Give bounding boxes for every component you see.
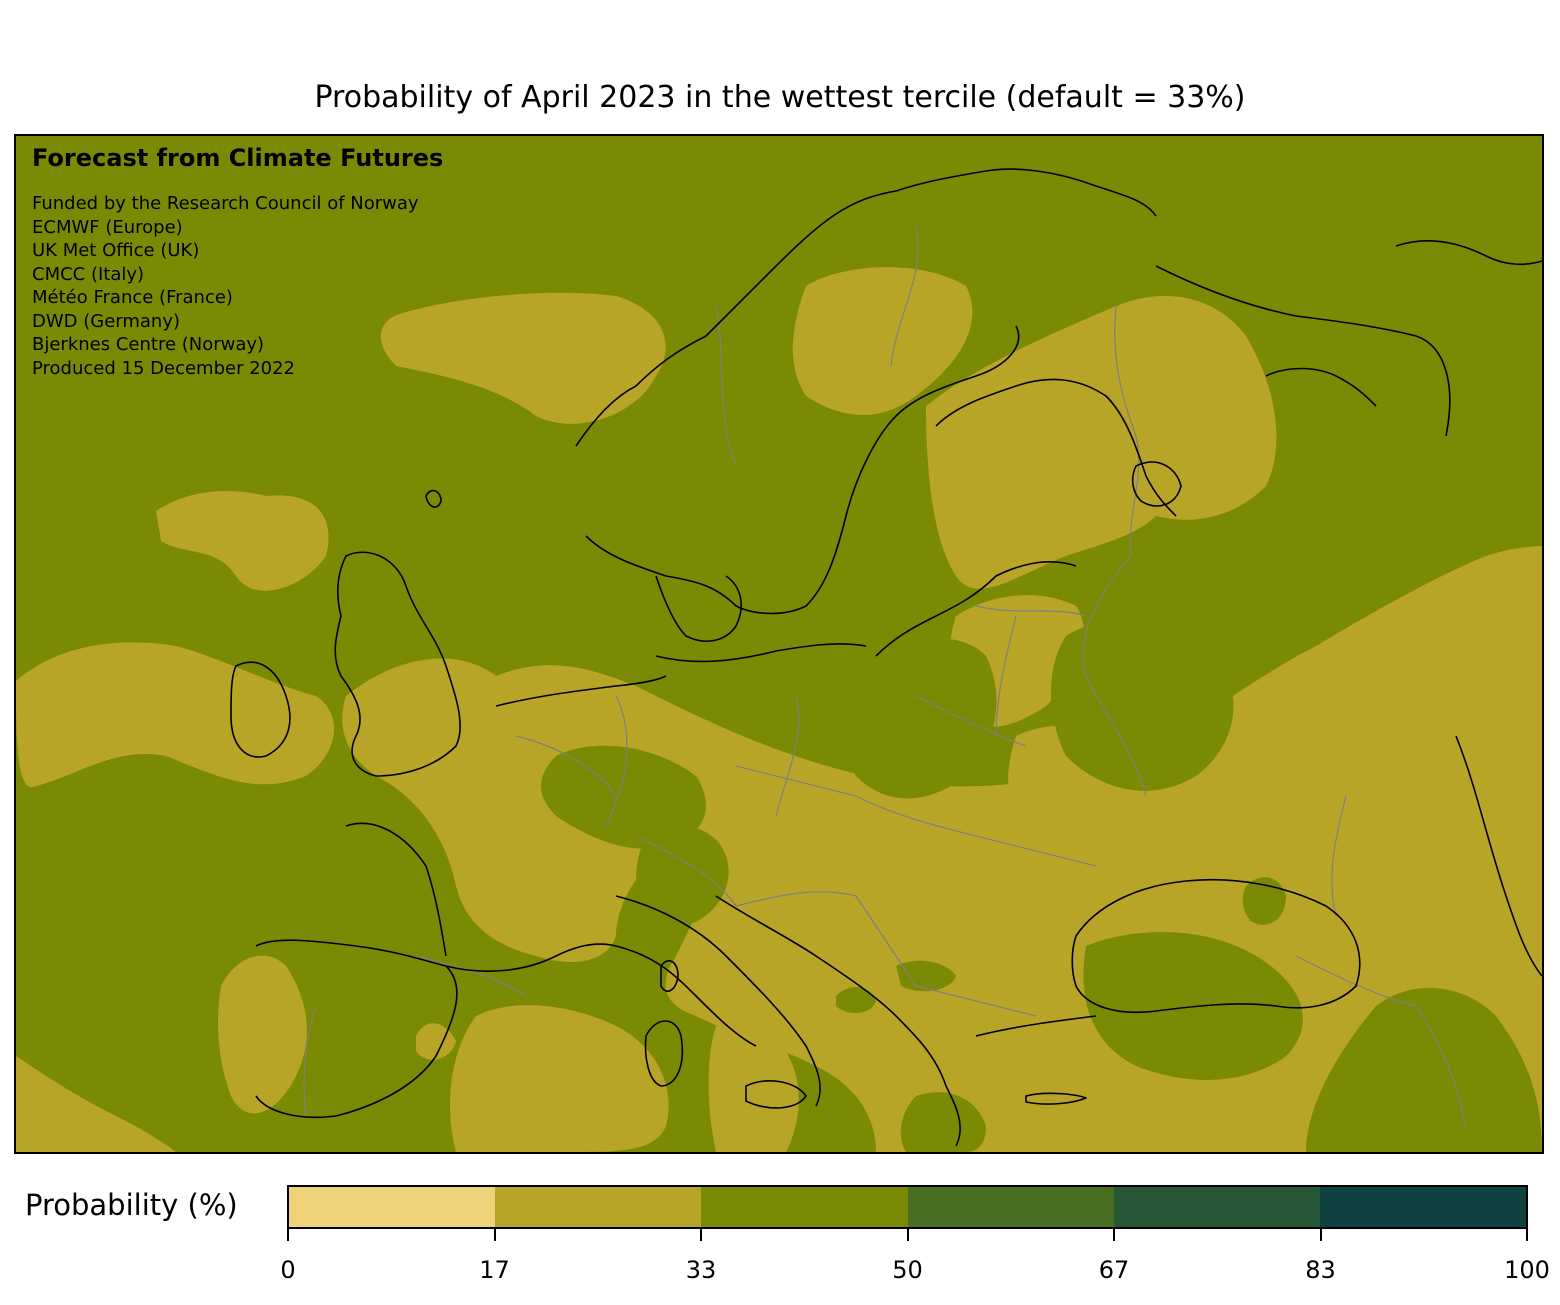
coast-north-sea: [495, 675, 667, 707]
patch-crimea: [1242, 877, 1286, 925]
colorbar-tick: [287, 1229, 289, 1241]
colorbar-bin: [1113, 1187, 1320, 1227]
credit-line: UK Met Office (UK): [32, 240, 200, 261]
patch-iberia-west: [218, 955, 307, 1114]
coast-turkey: [975, 1015, 1097, 1037]
patch-sicily: [416, 1023, 456, 1060]
colorbar-tick: [1526, 1229, 1528, 1241]
patch-west-atlantic: [16, 642, 335, 788]
coast-corsica: [660, 960, 679, 992]
colorbar-tick-label: 33: [685, 1256, 717, 1284]
colorbar-bin: [289, 1187, 496, 1227]
coast-denmark: [655, 575, 742, 642]
credit-line: DWD (Germany): [32, 310, 181, 332]
coast-ladoga: [1131, 461, 1182, 507]
credit-line: ECMWF (Europe): [32, 216, 183, 238]
colorbar-tick-label: 83: [1305, 1256, 1336, 1284]
patch-ukraine: [1051, 618, 1234, 791]
colorbar-tick: [700, 1229, 702, 1241]
patch-norwegian-sea: [380, 292, 666, 424]
coast-sicily: [745, 1080, 807, 1109]
credit-line: CMCC (Italy): [32, 263, 145, 285]
colorbar-tick: [906, 1229, 909, 1241]
coast-sweden: [585, 325, 1020, 615]
coast-black-sea: [1071, 878, 1361, 1014]
coast-baltic: [875, 561, 1077, 657]
patch-germany: [541, 745, 706, 849]
coast-greece: [895, 1015, 961, 1147]
colorbar-tick: [1113, 1229, 1115, 1241]
colorbar-bin: [907, 1187, 1114, 1227]
patch-balkans: [450, 1005, 669, 1152]
coast-kola: [1395, 240, 1542, 266]
coast-mediterranean-north: [445, 943, 757, 1047]
credit-line: Bjerknes Centre (Norway): [32, 334, 265, 355]
patch-belarus: [841, 638, 997, 799]
coast-iceland-shetland: [425, 489, 442, 508]
patch-serbia: [896, 960, 956, 992]
patch-iberia-south: [16, 1056, 176, 1152]
coast-crete: [1025, 1092, 1087, 1105]
colorbar-tick-label: 17: [479, 1256, 510, 1284]
coast-great-britain: [334, 551, 461, 777]
colorbar: [287, 1185, 1528, 1229]
patch-scandinavia: [792, 267, 973, 415]
coastlines: [230, 168, 1542, 1147]
coast-iberia: [255, 939, 458, 1119]
patch-north-atlantic: [156, 491, 329, 591]
credit-line: Funded by the Research Council of Norway: [32, 193, 419, 214]
map-frame: Forecast from Climate Futures Funded by …: [14, 134, 1544, 1154]
credit-line: Produced 15 December 2022: [32, 357, 296, 379]
colorbar-tick-label: 50: [892, 1256, 923, 1284]
country-borders: [303, 225, 1467, 1127]
colorbar-tick-label: 100: [1504, 1256, 1550, 1284]
patch-finland: [926, 296, 1277, 589]
patch-turkey: [1306, 987, 1542, 1152]
coast-finland: [935, 378, 1177, 517]
patch-italy: [708, 1023, 799, 1152]
colorbar-tick: [493, 1229, 496, 1241]
coast-adriatic: [715, 895, 897, 1017]
patch-alps: [636, 825, 729, 927]
credit-line: Météo France (France): [32, 287, 233, 308]
patch-adriatic: [836, 986, 876, 1013]
coast-france-west: [345, 822, 447, 957]
coast-caspian: [1455, 735, 1542, 977]
coast-italy: [615, 895, 821, 1107]
coast-sardinia: [644, 1020, 684, 1087]
coast-north-russia: [1155, 265, 1451, 437]
coast-white-sea: [1265, 367, 1377, 407]
coast-ireland: [230, 661, 291, 758]
patch-greece: [900, 1092, 986, 1152]
info-heading: Forecast from Climate Futures: [32, 144, 444, 172]
coast-norway: [575, 168, 1157, 447]
colorbar-tick: [1319, 1229, 1322, 1241]
colorbar-bin: [1319, 1187, 1527, 1227]
colorbar-tick-label: 0: [280, 1256, 296, 1284]
colorbar-tick-label: 67: [1098, 1256, 1130, 1284]
info-box: Forecast from Climate Futures Funded by …: [32, 144, 443, 380]
probability-map: [16, 136, 1542, 1152]
coast-south-baltic: [655, 643, 867, 663]
map-title: Probability of April 2023 in the wettest…: [314, 80, 1246, 115]
legend-label: Probability (%): [25, 1188, 238, 1222]
colorbar-bin: [495, 1187, 702, 1227]
colorbar-bin: [701, 1187, 908, 1227]
